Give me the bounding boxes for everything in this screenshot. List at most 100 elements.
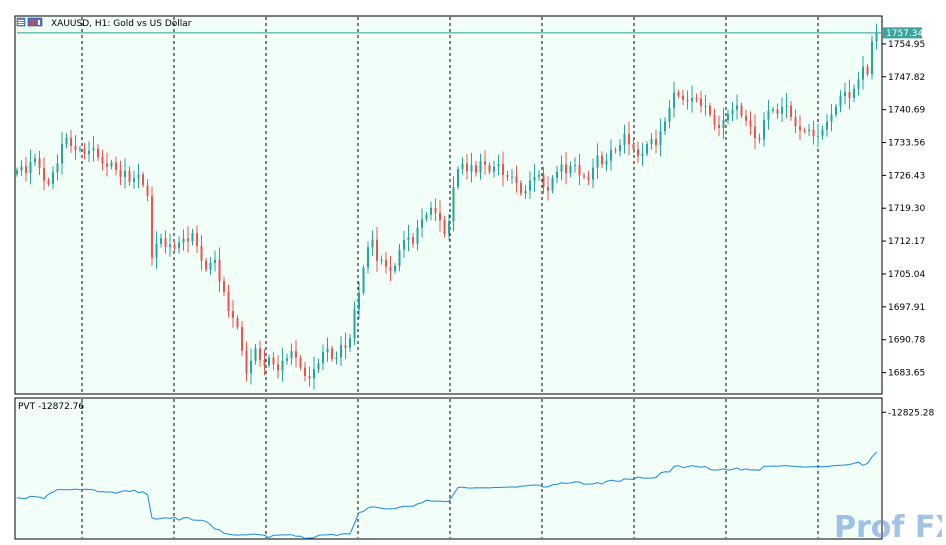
indicator-chart-area[interactable] (14, 397, 883, 540)
candle-body (259, 348, 261, 360)
candle-body (628, 134, 630, 145)
current-price-tag: 1757.34 (883, 27, 923, 39)
candle-body (835, 106, 837, 115)
price-tick-label: 1754.95 (888, 40, 925, 50)
candle-body (322, 352, 324, 364)
candle-body (25, 166, 27, 174)
candle-body (592, 167, 594, 180)
candle-body (583, 175, 585, 177)
candle-body (133, 178, 135, 182)
candle-body (434, 207, 437, 213)
candle-body (538, 174, 540, 177)
candle-body (425, 214, 428, 220)
candle-body (641, 153, 644, 157)
candle-body (497, 163, 500, 167)
chart-menu-icon[interactable] (16, 17, 26, 27)
candle-body (655, 139, 657, 146)
candle-body (821, 129, 824, 136)
candle-body (205, 260, 207, 270)
candle-body (196, 233, 198, 247)
candle-body (578, 164, 581, 176)
candle-body (227, 292, 230, 312)
candle-body (547, 187, 549, 191)
candle-body (20, 166, 23, 171)
candle-body (421, 219, 423, 228)
candle-body (223, 281, 225, 293)
price-tick-label: 1705.04 (888, 270, 925, 280)
candle-body (232, 311, 234, 318)
candle-body (52, 172, 54, 184)
candles-layer (16, 23, 878, 390)
candle-body (772, 109, 774, 111)
candle-body (56, 163, 59, 173)
candle-body (727, 114, 729, 121)
candle-body (394, 265, 396, 272)
candle-body (767, 110, 770, 120)
candle-body (160, 238, 162, 244)
candle-body (416, 227, 419, 244)
candle-body (817, 135, 819, 137)
candle-body (668, 107, 671, 122)
candle-body (673, 92, 675, 108)
candle-body (290, 351, 293, 359)
candle-body (457, 169, 459, 188)
candle-body (551, 177, 554, 191)
candle-body (763, 119, 765, 140)
price-axis: 1754.95 1747.82 1740.69 1733.56 1726.43 1719.… (882, 40, 925, 379)
candle-body (97, 148, 99, 158)
candle-body (254, 348, 257, 361)
candle-body (488, 164, 491, 172)
candle-body (659, 131, 662, 146)
candle-body (790, 105, 792, 117)
candle-body (241, 327, 243, 351)
candle-body (830, 114, 833, 122)
candle-body (277, 364, 279, 371)
candle-body (349, 338, 351, 348)
candle-body (214, 259, 216, 264)
chart-svg[interactable]: XAUUSD, H1: Gold vs US Dollar PVT -12872… (12, 13, 946, 545)
candle-body (799, 126, 801, 131)
candle-body (853, 88, 855, 99)
candle-body (695, 98, 698, 100)
candle-body (470, 165, 473, 172)
candle-body (47, 180, 50, 184)
candle-body (646, 144, 648, 154)
watermark-text: Prof FX (834, 510, 942, 541)
candle-body (866, 66, 869, 75)
candle-body (403, 240, 405, 250)
candle-body (16, 170, 18, 175)
price-tick-label: 1733.56 (888, 138, 925, 148)
pvt-title: PVT -12872.76 (18, 402, 84, 412)
candle-body (529, 180, 531, 191)
candle-body (443, 220, 446, 234)
candle-body (110, 162, 113, 167)
price-tick-label: 1726.43 (888, 171, 925, 181)
candle-body (587, 176, 590, 180)
price-tick-label: 1712.17 (888, 237, 925, 247)
candle-body (281, 360, 284, 371)
candle-body (200, 246, 203, 261)
candle-body (74, 145, 77, 151)
candle-body (493, 166, 495, 172)
main-chart-area[interactable] (14, 15, 883, 395)
candle-body (164, 238, 167, 247)
candle-body (542, 174, 545, 188)
candle-body (101, 157, 104, 164)
candle-body (758, 138, 761, 140)
candle-body (781, 106, 783, 114)
candle-body (317, 363, 320, 370)
candle-body (88, 150, 90, 154)
price-tick-label: 1747.82 (888, 73, 925, 83)
candle-body (380, 259, 383, 261)
candle-body (61, 144, 63, 164)
candle-body (34, 158, 36, 163)
candle-body (182, 238, 185, 243)
candle-body (740, 105, 743, 116)
watermark-logo: Prof FX (834, 510, 946, 545)
candle-body (313, 369, 315, 379)
bar-chart-icon[interactable] (27, 17, 43, 27)
candle-body (484, 161, 486, 165)
candle-body (709, 105, 711, 115)
candle-body (826, 121, 828, 130)
candle-body (173, 244, 176, 249)
